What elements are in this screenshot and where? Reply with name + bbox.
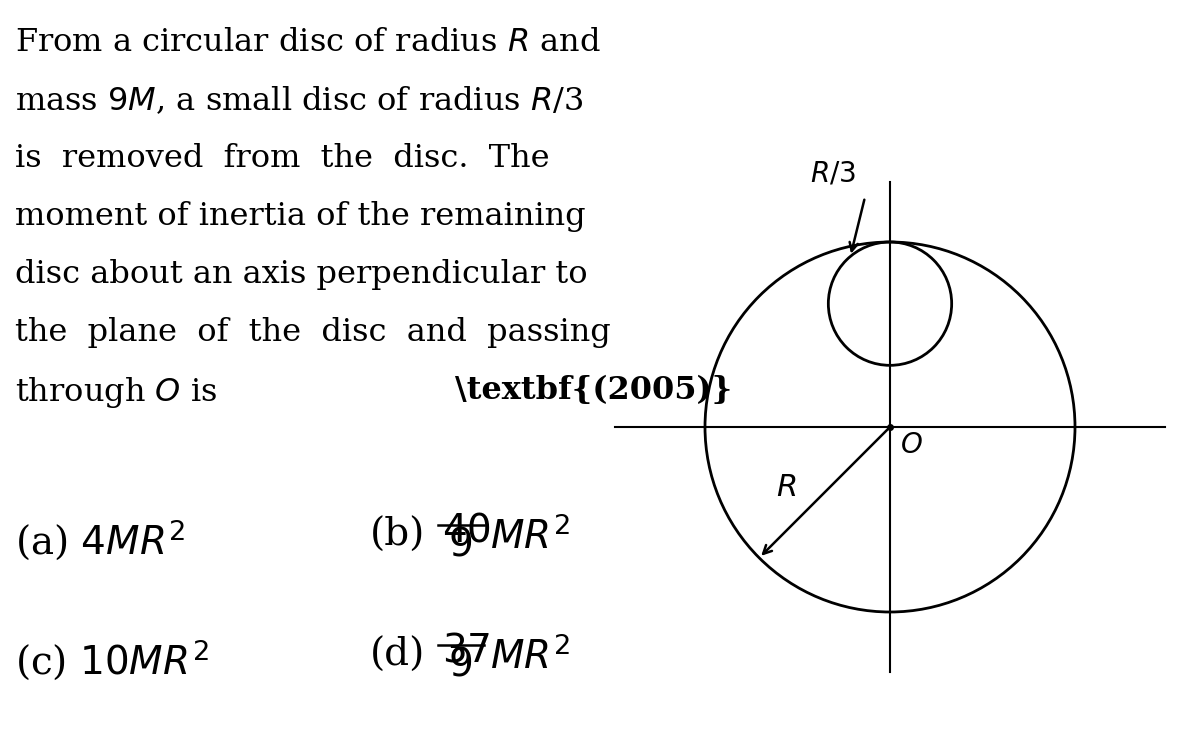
Text: $9$: $9$ bbox=[448, 527, 472, 564]
Text: $O$: $O$ bbox=[900, 432, 923, 459]
Text: (b): (b) bbox=[370, 517, 425, 554]
Text: From a circular disc of radius $\mathit{R}$ and: From a circular disc of radius $\mathit{… bbox=[14, 27, 601, 58]
Text: $MR^{2}$: $MR^{2}$ bbox=[490, 637, 570, 677]
Text: (d): (d) bbox=[370, 637, 425, 674]
Text: is  removed  from  the  disc.  The: is removed from the disc. The bbox=[14, 143, 550, 174]
Text: disc about an axis perpendicular to: disc about an axis perpendicular to bbox=[14, 259, 588, 290]
Text: $9$: $9$ bbox=[448, 647, 472, 684]
Text: through $\mathit{O}$ is: through $\mathit{O}$ is bbox=[14, 375, 217, 410]
Text: $37$: $37$ bbox=[442, 633, 491, 670]
Text: the  plane  of  the  disc  and  passing: the plane of the disc and passing bbox=[14, 317, 611, 348]
Text: $40$: $40$ bbox=[442, 513, 491, 550]
Text: mass $9\mathit{M}$, a small disc of radius $\mathit{R}$/3: mass $9\mathit{M}$, a small disc of radi… bbox=[14, 85, 583, 116]
Text: $R/3$: $R/3$ bbox=[810, 160, 856, 187]
Text: (c) $10MR^{2}$: (c) $10MR^{2}$ bbox=[14, 637, 209, 682]
Text: $R$: $R$ bbox=[776, 472, 797, 503]
Text: \textbf{(2005)}: \textbf{(2005)} bbox=[455, 375, 732, 406]
Text: moment of inertia of the remaining: moment of inertia of the remaining bbox=[14, 201, 586, 232]
Text: $MR^{2}$: $MR^{2}$ bbox=[490, 517, 570, 556]
Text: (a) $4MR^{2}$: (a) $4MR^{2}$ bbox=[14, 517, 186, 562]
